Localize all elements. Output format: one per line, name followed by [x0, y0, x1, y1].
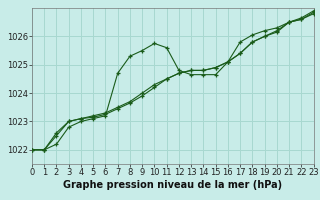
- X-axis label: Graphe pression niveau de la mer (hPa): Graphe pression niveau de la mer (hPa): [63, 180, 282, 190]
